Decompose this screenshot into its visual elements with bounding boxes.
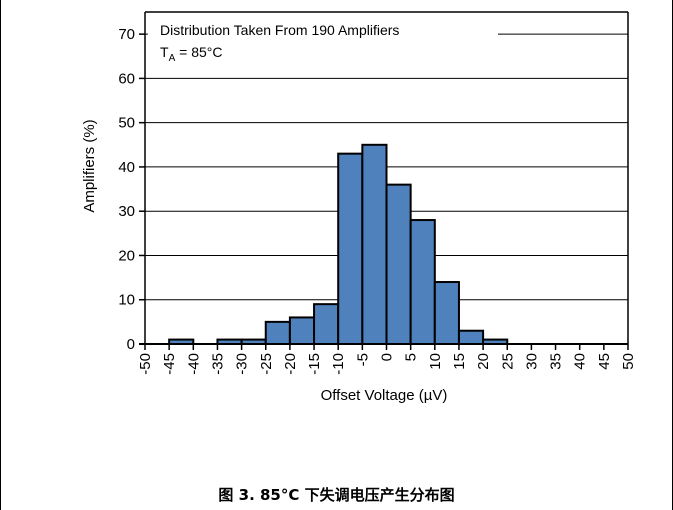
x-tick-label-20: 20 — [475, 353, 492, 370]
annotation-background — [148, 17, 498, 65]
bar--5 — [361, 143, 388, 345]
y-tick-label-50: 50 — [118, 115, 135, 132]
x-tick-label-30: 30 — [523, 353, 540, 370]
x-tick-label-10: 10 — [427, 353, 444, 370]
y-tick-labels: 0 10 20 30 40 50 60 70 — [118, 26, 135, 353]
x-tick-label-25: 25 — [499, 353, 516, 370]
x-tick-label--20: -20 — [282, 353, 299, 375]
y-tick-label-60: 60 — [118, 70, 135, 87]
bar-5 — [409, 219, 436, 345]
y-tick-label-20: 20 — [118, 247, 135, 264]
x-tick-label-0: 0 — [379, 353, 396, 361]
annotation-line-1: Distribution Taken From 190 Amplifiers — [160, 22, 399, 38]
x-tick-label-35: 35 — [548, 353, 565, 370]
x-tick-label--15: -15 — [306, 353, 323, 375]
y-tick-label-30: 30 — [118, 203, 135, 220]
axes — [139, 11, 629, 350]
x-tick-label--50: -50 — [137, 353, 154, 375]
x-tick-label--5: -5 — [354, 353, 371, 366]
y-tick-label-0: 0 — [127, 336, 135, 353]
y-tick-label-40: 40 — [118, 159, 135, 176]
x-axis-label: Offset Voltage (µV) — [321, 387, 448, 404]
bar-10 — [433, 281, 460, 346]
x-tick-label--30: -30 — [234, 353, 251, 375]
x-tick-label--10: -10 — [330, 353, 347, 375]
bar--15 — [313, 303, 340, 346]
histogram-bars — [168, 143, 509, 346]
frame-left-border — [0, 0, 1, 510]
bar-15 — [457, 329, 485, 346]
annotation-line-2: TA = 85°C — [160, 44, 222, 64]
bar--20 — [288, 316, 316, 346]
x-tick-label--40: -40 — [185, 353, 202, 375]
bar--25 — [264, 320, 291, 346]
bar--10 — [337, 152, 364, 345]
x-tick-label-45: 45 — [596, 353, 613, 370]
bar-0 — [385, 183, 412, 345]
x-tick-label-5: 5 — [403, 353, 420, 361]
figure-caption: 图 3. 85°C 下失调电压产生分布图 — [218, 486, 455, 504]
x-tick-label--35: -35 — [209, 353, 226, 375]
x-tick-label-40: 40 — [572, 353, 589, 370]
y-tick-label-10: 10 — [118, 292, 135, 309]
y-tick-label-70: 70 — [118, 26, 135, 43]
x-tick-labels: -50 -45 -40 -35 -30 -25 -20 -15 -10 -5 0 5 10 15 20 25 3… — [137, 353, 637, 375]
x-tick-label--45: -45 — [161, 353, 178, 375]
y-axis-label: Amplifiers (%) — [81, 119, 98, 212]
x-tick-label-15: 15 — [451, 353, 468, 370]
x-tick-label-50: 50 — [620, 353, 637, 370]
x-tick-label--25: -25 — [258, 353, 275, 375]
